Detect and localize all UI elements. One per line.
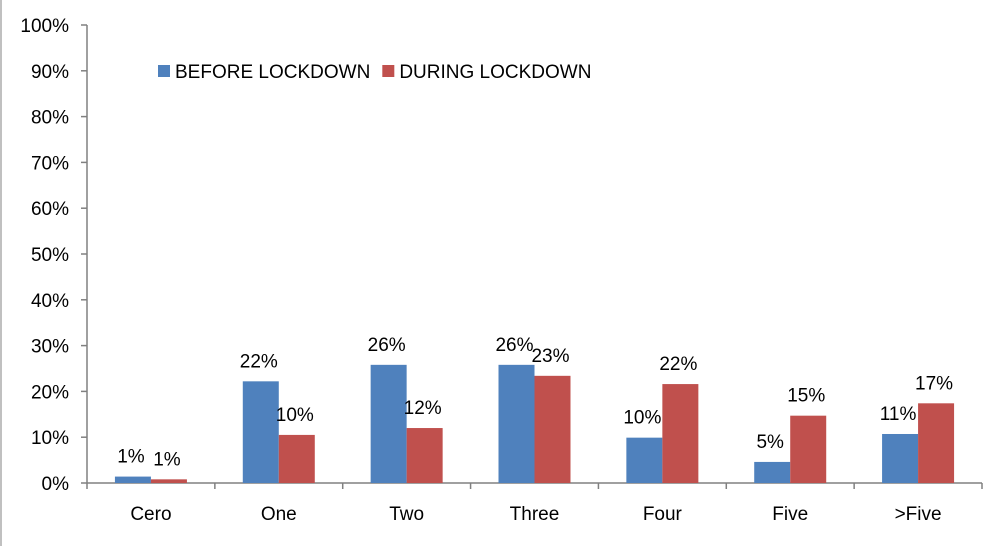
bar bbox=[662, 384, 699, 483]
legend: BEFORE LOCKDOWN DURING LOCKDOWN bbox=[158, 62, 591, 83]
x-tick-label: Five bbox=[772, 504, 808, 525]
x-tick-label: >Five bbox=[895, 504, 942, 525]
legend-label: BEFORE LOCKDOWN bbox=[175, 62, 370, 83]
bar bbox=[370, 364, 407, 483]
bar bbox=[882, 433, 919, 483]
y-tick-label: 100% bbox=[20, 16, 69, 37]
data-label: 26% bbox=[495, 335, 533, 356]
data-label: 22% bbox=[659, 354, 697, 375]
data-label: 5% bbox=[756, 432, 784, 453]
x-axis-ticks: Cero One Two Three Four Five >Five bbox=[86, 483, 983, 525]
data-label: 10% bbox=[623, 408, 661, 429]
bar bbox=[790, 415, 827, 483]
bar bbox=[406, 428, 443, 483]
data-label: 1% bbox=[153, 449, 181, 470]
y-tick-label: 20% bbox=[31, 382, 69, 403]
y-axis-ticks: 0% 10% 20% 30% 40% 50% 60% 70% 80% 90% 100% bbox=[20, 16, 87, 495]
legend-swatch bbox=[382, 65, 395, 77]
bar bbox=[278, 434, 315, 483]
data-label: 23% bbox=[531, 346, 569, 367]
y-tick-label: 50% bbox=[31, 245, 69, 266]
bar bbox=[534, 375, 571, 483]
x-tick-label: Three bbox=[510, 504, 560, 525]
legend-label: DURING LOCKDOWN bbox=[399, 62, 591, 83]
data-label: 10% bbox=[276, 405, 314, 426]
bar bbox=[754, 461, 791, 483]
x-tick-label: One bbox=[261, 504, 297, 525]
bar bbox=[626, 437, 663, 483]
y-tick-label: 30% bbox=[31, 337, 69, 358]
y-tick-label: 60% bbox=[31, 199, 69, 220]
data-labels: 1% 22% 26% 26% 10% 5% 11% 1% 10% 12% 23% 22% 15% 17% bbox=[117, 335, 953, 471]
data-label: 12% bbox=[404, 398, 442, 419]
y-tick-label: 10% bbox=[31, 428, 69, 449]
bar bbox=[114, 476, 151, 483]
bar bbox=[242, 381, 279, 483]
data-label: 22% bbox=[240, 351, 278, 372]
data-label: 26% bbox=[368, 335, 406, 356]
data-label: 11% bbox=[880, 404, 917, 425]
bar bbox=[150, 479, 187, 483]
x-tick-label: Four bbox=[643, 504, 683, 525]
y-tick-label: 70% bbox=[31, 153, 69, 174]
bars bbox=[114, 364, 955, 483]
y-tick-label: 90% bbox=[31, 62, 69, 83]
data-label: 17% bbox=[915, 373, 953, 394]
x-tick-label: Two bbox=[389, 504, 424, 525]
y-tick-label: 80% bbox=[31, 108, 69, 129]
bar bbox=[498, 364, 535, 483]
x-tick-label: Cero bbox=[130, 504, 171, 525]
y-tick-label: 40% bbox=[31, 291, 69, 312]
data-label: 1% bbox=[117, 447, 145, 468]
data-label: 15% bbox=[787, 386, 825, 407]
bar bbox=[918, 403, 955, 483]
y-tick-label: 0% bbox=[42, 474, 70, 495]
legend-swatch bbox=[158, 65, 170, 77]
